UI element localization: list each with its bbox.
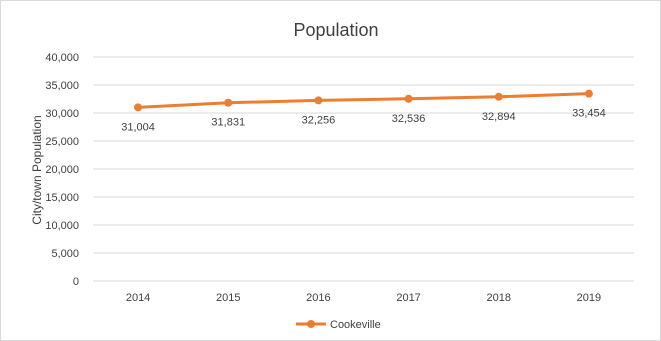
y-tick-label: 35,000 (45, 80, 79, 92)
x-tick-label: 2014 (126, 292, 150, 304)
y-tick-label: 20,000 (45, 164, 79, 176)
x-tick-labels: 2014 2015 2016 2017 2018 2019 (126, 292, 601, 304)
data-label: 31,831 (211, 117, 245, 129)
y-axis-label: City/town Population (30, 115, 44, 224)
data-point (314, 96, 323, 105)
y-tick-label: 0 (73, 276, 79, 288)
data-label: 32,536 (392, 113, 426, 125)
x-tick-label: 2016 (306, 292, 330, 304)
series-layer (134, 89, 593, 112)
data-label: 33,454 (572, 108, 606, 120)
data-point (134, 103, 143, 112)
data-labels: 31,004 31,831 32,256 32,536 32,894 33,454 (121, 108, 605, 134)
data-point (494, 92, 503, 101)
data-label: 32,256 (302, 114, 336, 126)
data-label: 31,004 (121, 121, 155, 133)
data-point (224, 98, 233, 107)
y-tick-label: 10,000 (45, 220, 79, 232)
y-tick-label: 15,000 (45, 192, 79, 204)
data-label: 32,894 (482, 111, 516, 123)
chart-title: Population (293, 20, 378, 40)
x-tick-label: 2017 (396, 292, 420, 304)
y-tick-label: 5,000 (51, 248, 79, 260)
x-tick-label: 2018 (487, 292, 511, 304)
data-point (404, 94, 413, 103)
x-tick-label: 2019 (577, 292, 601, 304)
data-point (584, 89, 593, 98)
gridlines (93, 56, 634, 282)
y-tick-label: 30,000 (45, 108, 79, 120)
legend-marker-swatch (307, 320, 315, 328)
series-line-cookeville (136, 92, 591, 109)
y-tick-labels: 0 5,000 10,000 15,000 20,000 25,000 30,000 35,0… (45, 52, 79, 288)
legend-entry-cookeville: Cookeville (330, 319, 381, 331)
y-tick-label: 40,000 (45, 52, 79, 64)
x-tick-label: 2015 (216, 292, 240, 304)
y-tick-label: 25,000 (45, 136, 79, 148)
legend: Cookeville (296, 319, 381, 331)
